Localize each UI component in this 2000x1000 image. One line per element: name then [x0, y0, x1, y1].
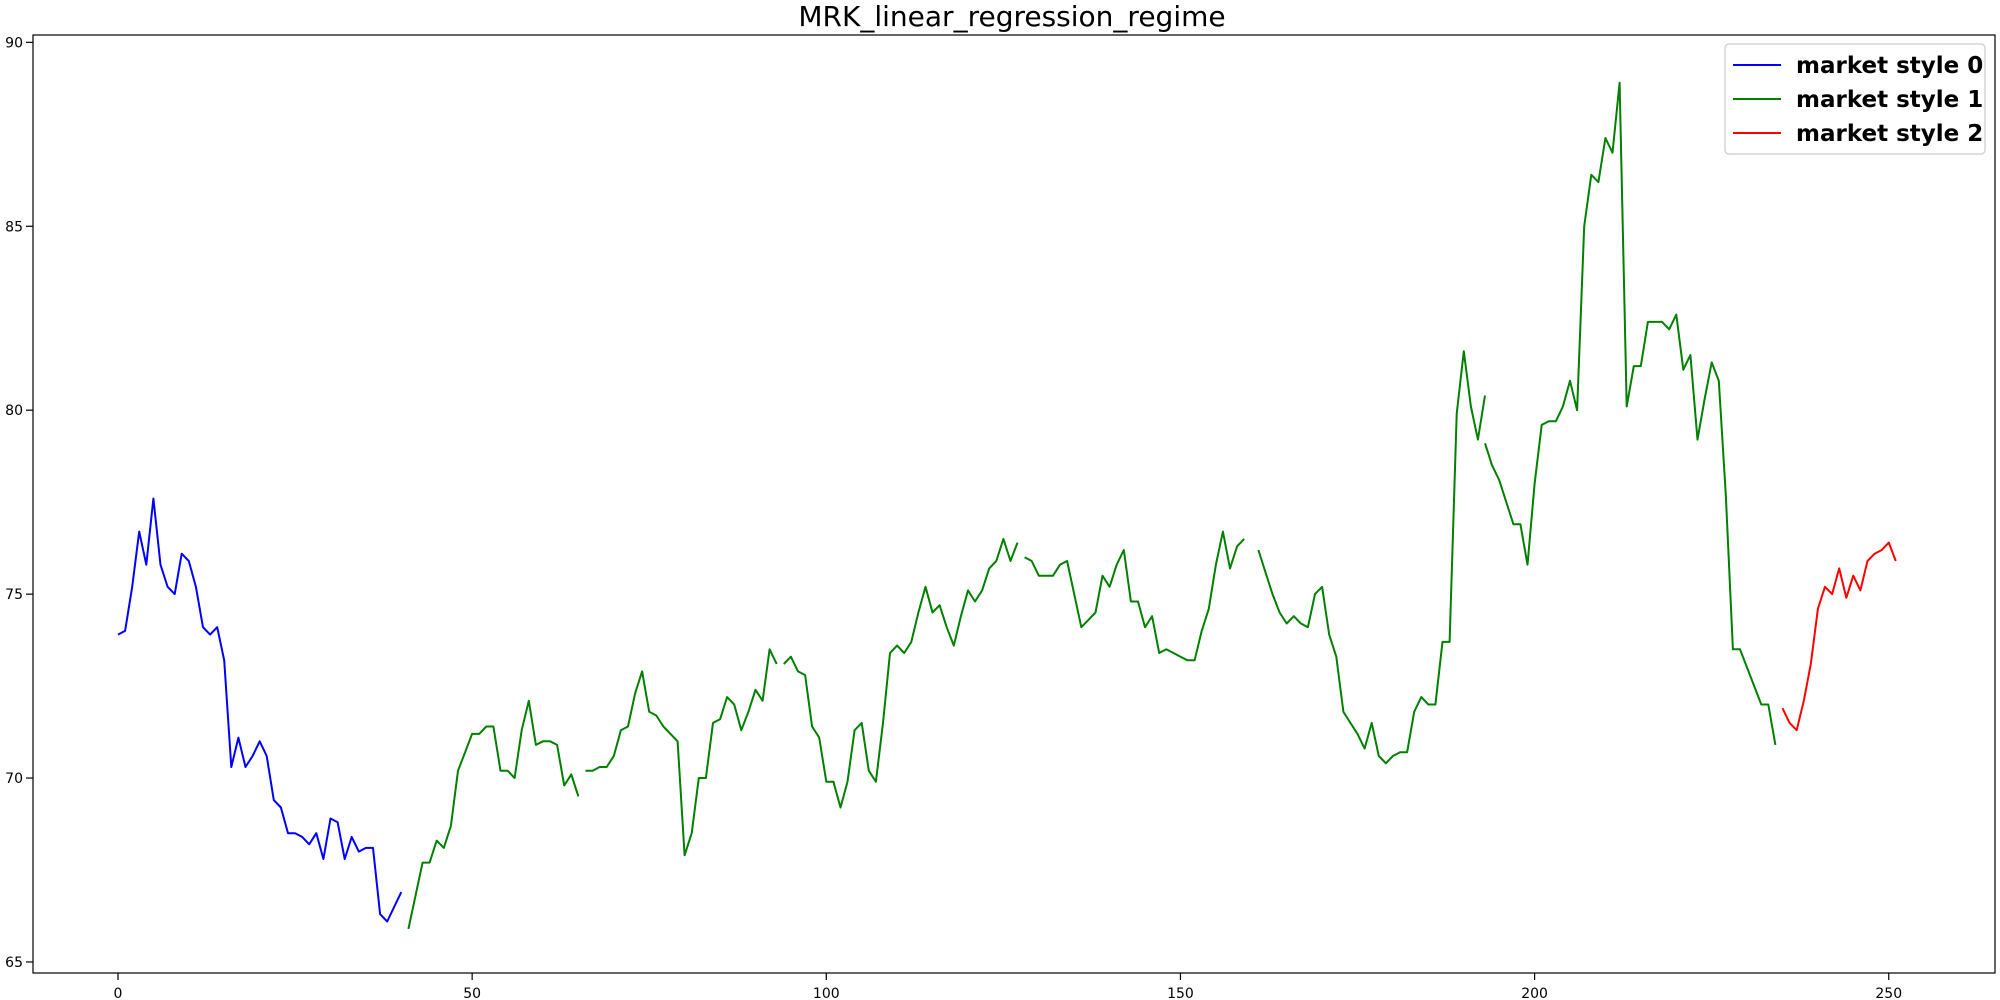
legend-label-style-1: market style 1	[1796, 87, 1983, 113]
series-line-style-0-segment-0	[117, 497, 403, 923]
x-tick-label: 150	[1167, 986, 1194, 1000]
y-tick-label: 85	[5, 219, 23, 235]
series-line-style-1-segment-5	[1257, 350, 1486, 765]
legend-label-style-2: market style 2	[1796, 121, 1983, 147]
y-tick-label: 70	[5, 771, 23, 787]
series-line-style-1-segment-3	[783, 537, 1019, 809]
x-tick-label: 100	[813, 986, 840, 1000]
y-axis: 65 70 75 80 85 90	[5, 35, 33, 971]
x-tick-label: 50	[463, 986, 481, 1000]
x-tick-label: 0	[114, 986, 123, 1000]
legend-label-style-0: market style 0	[1796, 53, 1983, 79]
series-line-style-1-segment-6	[1484, 81, 1777, 746]
chart-title: MRK_linear_regression_regime	[798, 0, 1225, 33]
series-line-style-1-segment-1	[407, 699, 580, 930]
x-tick-label: 250	[1875, 986, 1902, 1000]
x-axis: 0 50 100 150 200 250	[114, 973, 1902, 1000]
y-tick-label: 90	[5, 35, 23, 51]
legend-box	[1724, 43, 1986, 155]
x-tick-label: 200	[1521, 986, 1548, 1000]
series-line-style-1-segment-4	[1024, 530, 1245, 662]
y-tick-label: 75	[5, 587, 23, 603]
series-line-style-2-segment-7	[1781, 541, 1897, 732]
y-tick-label: 65	[5, 955, 23, 971]
legend: market style 0 market style 1 market style…	[1724, 43, 1986, 155]
series-line-style-1-segment-2	[585, 648, 778, 857]
y-tick-label: 80	[5, 403, 23, 419]
axes-frame	[32, 34, 1996, 974]
plot-area	[117, 81, 1897, 930]
